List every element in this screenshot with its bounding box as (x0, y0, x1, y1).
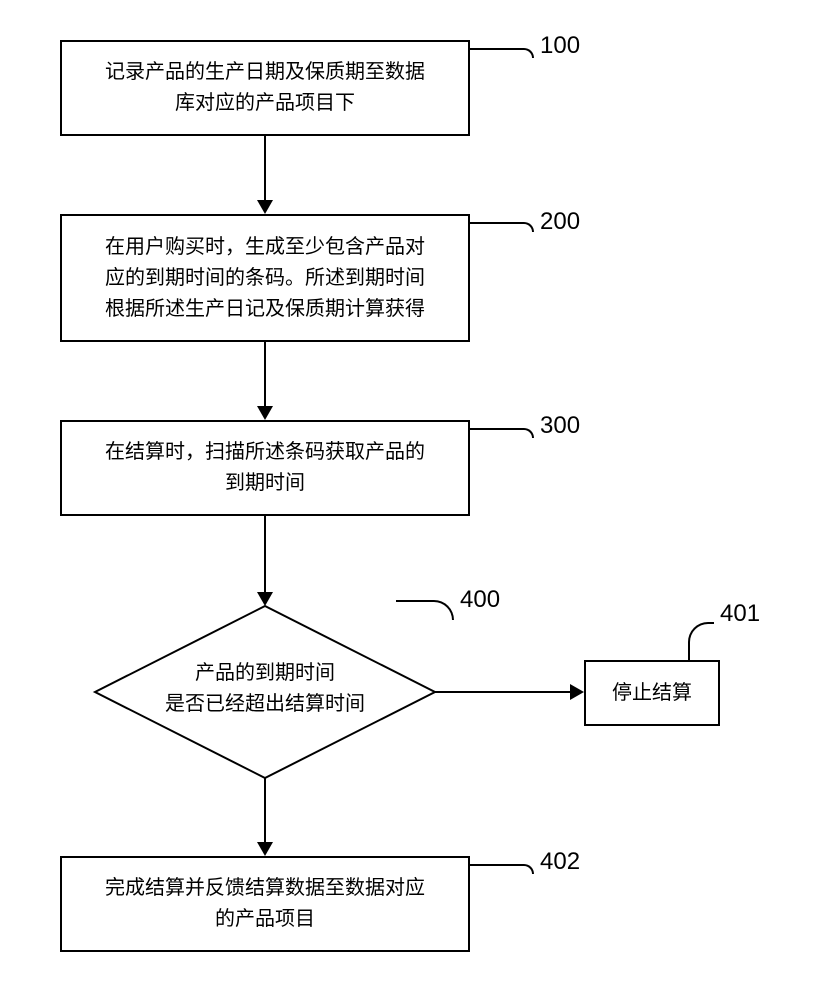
process-box-300: 在结算时，扫描所述条码获取产品的到期时间 (60, 420, 470, 516)
process-text: 停止结算 (612, 678, 692, 709)
leader-200 (468, 222, 534, 232)
leader-401 (688, 622, 714, 662)
process-box-200: 在用户购买时，生成至少包含产品对应的到期时间的条码。所述到期时间根据所述生产日记… (60, 214, 470, 342)
process-text: 在结算时，扫描所述条码获取产品的到期时间 (105, 437, 425, 499)
label-401: 401 (720, 600, 760, 628)
leader-400 (396, 600, 454, 620)
label-200: 200 (540, 208, 580, 236)
process-text: 记录产品的生产日期及保质期至数据库对应的产品项目下 (105, 57, 425, 119)
process-text: 在用户购买时，生成至少包含产品对应的到期时间的条码。所述到期时间根据所述生产日记… (105, 232, 425, 325)
leader-402 (468, 864, 534, 874)
arrow-200-300 (264, 342, 266, 406)
decision-text: 产品的到期时间是否已经超出结算时间 (115, 658, 415, 720)
leader-300 (468, 428, 534, 438)
arrow-head-100-200 (257, 200, 273, 214)
label-300: 300 (540, 412, 580, 440)
arrow-400-401 (435, 691, 570, 693)
arrow-head-300-400 (257, 592, 273, 606)
arrow-head-400-401 (570, 684, 584, 700)
label-100: 100 (540, 32, 580, 60)
arrow-300-400 (264, 516, 266, 592)
process-box-402: 完成结算并反馈结算数据至数据对应的产品项目 (60, 856, 470, 952)
process-box-401: 停止结算 (584, 660, 720, 726)
leader-100 (468, 48, 534, 58)
label-402: 402 (540, 848, 580, 876)
arrow-400-402 (264, 778, 266, 842)
arrow-100-200 (264, 136, 266, 200)
process-box-100: 记录产品的生产日期及保质期至数据库对应的产品项目下 (60, 40, 470, 136)
process-text: 完成结算并反馈结算数据至数据对应的产品项目 (105, 873, 425, 935)
arrow-head-400-402 (257, 842, 273, 856)
arrow-head-200-300 (257, 406, 273, 420)
label-400: 400 (460, 586, 500, 614)
